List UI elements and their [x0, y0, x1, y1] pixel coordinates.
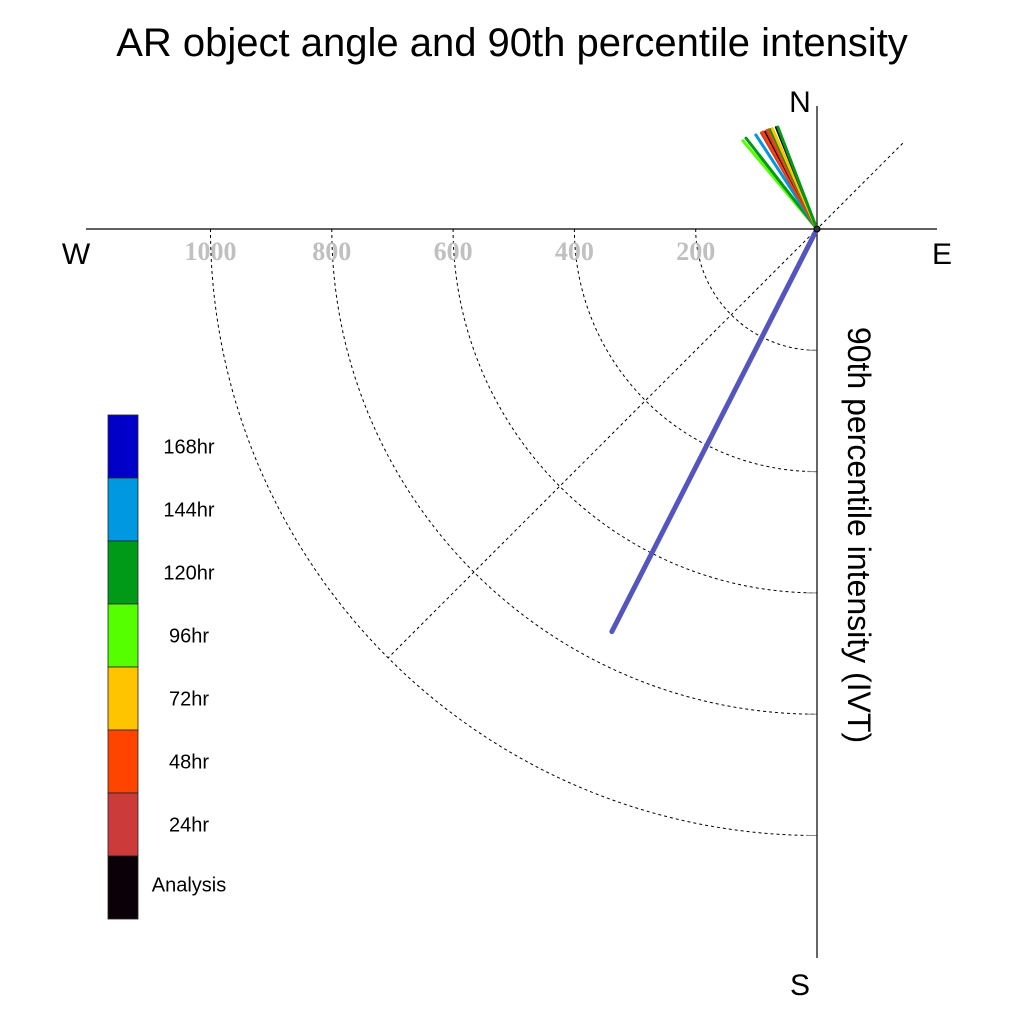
- series-line: [744, 136, 819, 231]
- compass-east: E: [932, 238, 952, 271]
- legend-label: Analysis: [152, 875, 226, 897]
- series-lines: [609, 125, 821, 635]
- chart-title: AR object angle and 90th percentile inte…: [116, 21, 908, 65]
- legend-label: 168hr: [163, 437, 214, 459]
- legend-label: 96hr: [169, 626, 209, 648]
- radial-tick-label: 200: [676, 237, 715, 266]
- legend-swatch: [107, 855, 139, 920]
- legend: 168hr 144hr 120hr 96hr 72hr 48hr 24hr Analysis: [107, 414, 226, 920]
- legend-label: 48hr: [169, 752, 209, 774]
- grid-arc: [452, 228, 818, 594]
- legend-swatch: [107, 666, 139, 731]
- radial-tick-label: 800: [312, 237, 351, 266]
- legend-swatch: [107, 540, 139, 605]
- legend-label: 24hr: [169, 815, 209, 837]
- grid-arc: [331, 228, 818, 715]
- radial-tick-label: 1000: [185, 237, 237, 266]
- axes: [86, 106, 937, 958]
- radial-ticks: 200 400 600 800 1000: [185, 237, 716, 266]
- grid-arc: [695, 228, 818, 351]
- series-line: [609, 226, 820, 635]
- legend-swatch: [107, 792, 139, 857]
- compass-north: N: [789, 86, 811, 119]
- legend-label: 72hr: [169, 689, 209, 711]
- legend-swatch: [107, 603, 139, 668]
- compass-west: W: [62, 238, 91, 271]
- legend-label: 120hr: [163, 563, 214, 585]
- legend-swatch: [107, 414, 139, 479]
- grid-arc: [573, 228, 818, 473]
- origin-point: [813, 225, 821, 233]
- series-line: [776, 125, 819, 231]
- radial-tick-label: 400: [555, 237, 594, 266]
- radial-tick-label: 600: [434, 237, 473, 266]
- diagonal-guide: [387, 142, 904, 659]
- legend-swatch: [107, 729, 139, 794]
- compass-south: S: [790, 969, 810, 1002]
- radial-axis-label: 90th percentile intensity (IVT): [841, 327, 877, 743]
- legend-label: 144hr: [163, 500, 214, 522]
- legend-swatch: [107, 477, 139, 542]
